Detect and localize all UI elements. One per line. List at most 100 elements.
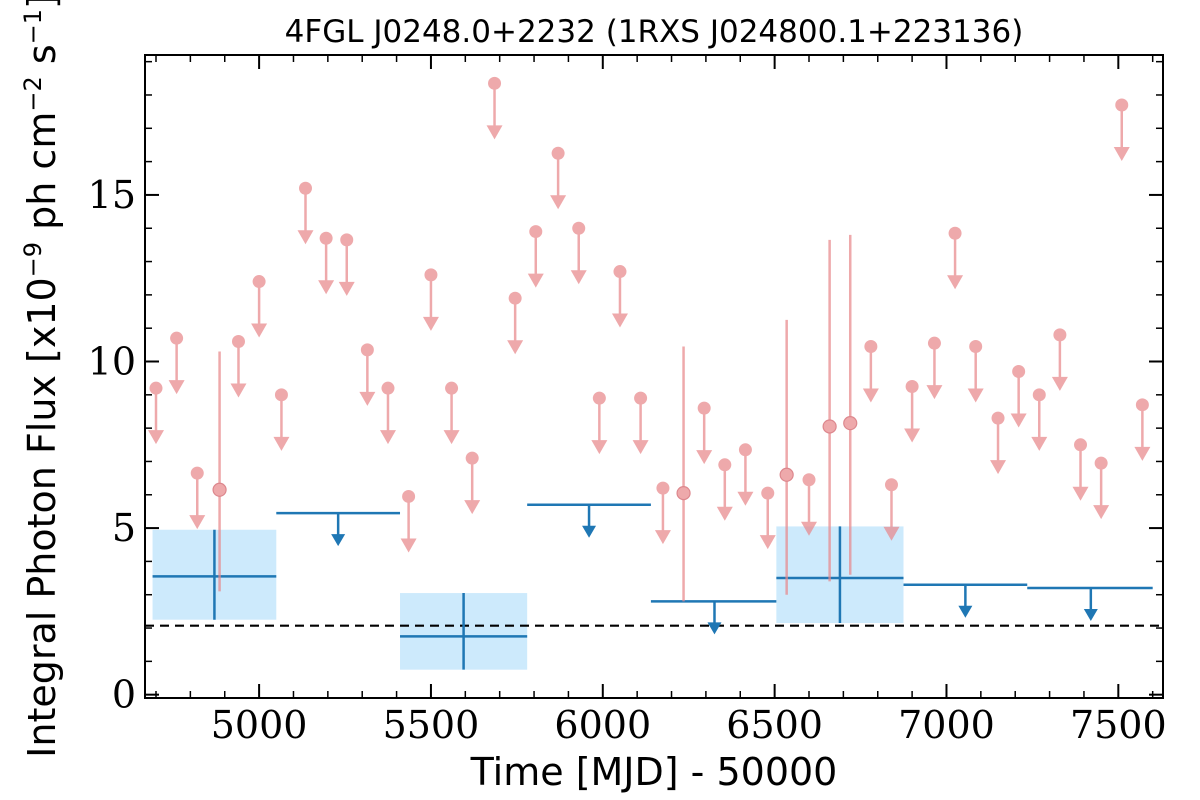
x-tick-label: 6500 xyxy=(726,703,823,747)
fine-upper-limit-marker xyxy=(948,226,962,240)
fine-upper-limit-arrow xyxy=(527,273,544,288)
coarse-upper-limit xyxy=(650,600,777,635)
fine-upper-limit-arrow xyxy=(696,450,713,465)
fine-upper-limit-marker xyxy=(149,381,163,395)
fine-upper-limit xyxy=(696,401,713,465)
fine-detection-marker xyxy=(676,486,691,501)
fine-upper-limit-marker xyxy=(991,411,1005,425)
y-tick-label: 0 xyxy=(112,673,136,717)
coarse-upper-limit-arrow xyxy=(1083,609,1098,622)
fine-upper-limit-marker xyxy=(445,381,459,395)
fine-upper-limit xyxy=(1072,438,1089,501)
fine-upper-limit-arrow xyxy=(550,195,567,210)
fine-upper-limit-arrow xyxy=(1134,446,1151,461)
y-tick-label: 5 xyxy=(112,506,136,550)
fine-upper-limit xyxy=(297,181,314,245)
fine-upper-limit-marker xyxy=(572,221,586,235)
fine-upper-limit-arrow xyxy=(486,125,503,140)
fine-upper-limit-marker xyxy=(231,335,245,349)
fine-upper-limit-marker xyxy=(613,265,627,279)
fine-upper-limit-arrow xyxy=(967,388,984,403)
fine-upper-limit xyxy=(759,486,776,550)
fine-upper-limit xyxy=(550,146,567,210)
fine-upper-limit-marker xyxy=(927,336,941,350)
coarse-upper-limit-arrow xyxy=(958,605,973,618)
fine-upper-limit xyxy=(189,466,206,530)
fine-upper-limit-marker xyxy=(905,379,919,393)
fine-upper-limit-marker xyxy=(274,388,288,402)
fine-upper-limit-arrow xyxy=(338,281,355,296)
fine-upper-limit-arrow xyxy=(400,538,417,553)
fine-upper-limit-marker xyxy=(969,340,983,354)
fine-upper-limit-marker xyxy=(299,181,313,195)
chart-title: 4FGL J0248.0+2232 (1RXS J024800.1+223136… xyxy=(285,14,1024,50)
fine-upper-limit-arrow xyxy=(251,323,268,338)
fine-upper-limit-arrow xyxy=(1051,376,1068,391)
fine-upper-limit xyxy=(1051,328,1068,391)
y-axis-label: Integral Photon Flux [x10−9 ph cm−2 s−1] xyxy=(19,0,64,758)
fine-upper-limit-arrow xyxy=(570,270,587,285)
fine-upper-limit-marker xyxy=(697,401,711,415)
fine-upper-limit xyxy=(967,340,984,403)
y-tick-label: 15 xyxy=(88,173,136,217)
x-tick-label: 5000 xyxy=(211,703,308,747)
coarse-upper-limit-arrow xyxy=(707,622,722,635)
fine-detection-point xyxy=(212,351,227,592)
fine-upper-limit-arrow xyxy=(507,340,524,355)
fine-upper-limit-arrow xyxy=(1072,486,1089,501)
coarse-upper-limit xyxy=(527,503,651,538)
fine-upper-limit-marker xyxy=(1115,98,1129,112)
fine-upper-limit-arrow xyxy=(737,491,754,506)
fine-upper-limit-arrow xyxy=(904,428,921,443)
fine-upper-limit-arrow xyxy=(759,535,776,550)
fine-upper-limit xyxy=(990,411,1007,475)
fine-upper-limit-arrow xyxy=(168,380,185,395)
x-axis-label: Time [MJD] - 50000 xyxy=(470,750,838,794)
fine-upper-limit xyxy=(168,331,185,395)
fine-upper-limit xyxy=(338,233,355,296)
fine-upper-limit-marker xyxy=(360,343,374,357)
fine-upper-limit-marker xyxy=(864,340,878,354)
x-tick-label: 7500 xyxy=(1070,703,1167,747)
fine-upper-limit-marker xyxy=(252,275,266,289)
fine-upper-limit-marker xyxy=(1094,456,1108,470)
y-axis-label-exp3: −1 xyxy=(19,9,47,44)
fine-upper-limit-marker xyxy=(319,231,333,245)
fine-upper-limit xyxy=(801,473,818,536)
x-tick-label: 5500 xyxy=(383,703,480,747)
fine-upper-limit-arrow xyxy=(443,430,460,445)
fine-upper-limit xyxy=(230,335,247,398)
fine-upper-limit xyxy=(1031,388,1048,451)
fine-upper-limit-arrow xyxy=(947,275,964,290)
fine-upper-limit-arrow xyxy=(883,526,900,541)
fine-upper-limit xyxy=(611,265,628,328)
fine-upper-limit-arrow xyxy=(632,440,649,455)
plot-frame xyxy=(144,54,1164,699)
fine-upper-limit-arrow xyxy=(1093,505,1110,520)
coarse-upper-limit xyxy=(1027,586,1153,622)
fine-upper-limit-arrow xyxy=(147,430,164,445)
fine-upper-limit-arrow xyxy=(716,506,733,521)
fine-upper-limit-arrow xyxy=(464,500,481,515)
fine-upper-limit xyxy=(359,343,376,406)
fine-upper-limit-arrow xyxy=(297,230,314,245)
y-axis-label-mid2: s xyxy=(20,44,64,76)
fine-upper-limit-arrow xyxy=(654,530,671,545)
fine-upper-limit-arrow xyxy=(318,280,335,295)
fine-upper-limit-marker xyxy=(465,451,479,465)
fine-upper-limit xyxy=(883,478,900,541)
fine-upper-limit xyxy=(926,336,943,400)
fine-upper-limit xyxy=(147,381,164,445)
fine-upper-limit xyxy=(464,451,481,515)
fine-upper-limit-marker xyxy=(1074,438,1088,452)
fine-upper-limit xyxy=(443,381,460,445)
fine-upper-limit-arrow xyxy=(591,440,608,455)
fine-upper-limit-marker xyxy=(761,486,775,500)
fine-upper-limit xyxy=(632,391,649,455)
fine-upper-limit xyxy=(654,481,671,545)
coarse-upper-limit-arrow xyxy=(582,525,597,538)
fine-upper-limit xyxy=(862,340,879,403)
fine-upper-limit-marker xyxy=(170,331,184,345)
coarse-upper-limit xyxy=(903,583,1028,618)
fine-upper-limit-arrow xyxy=(359,391,376,406)
